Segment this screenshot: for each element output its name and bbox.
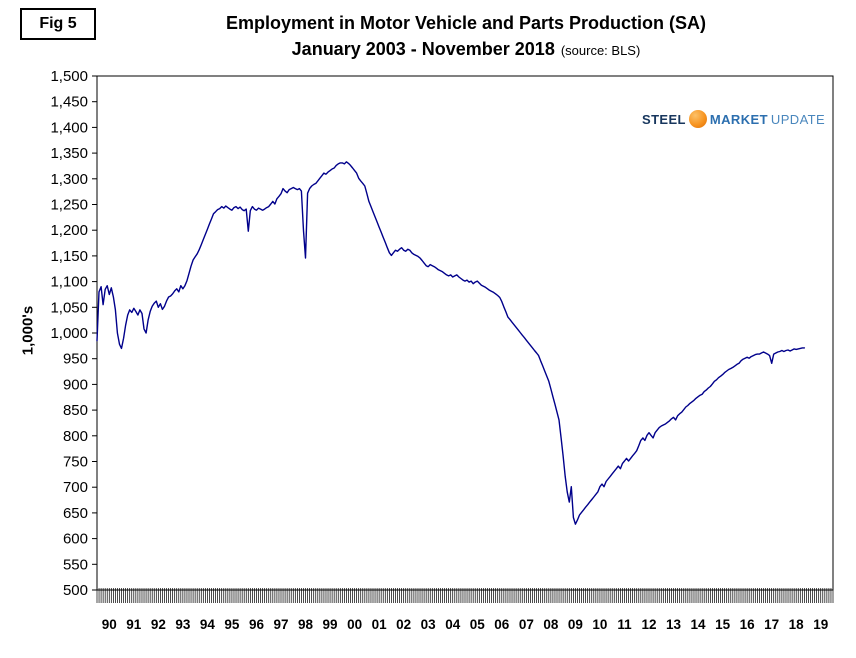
y-axis-tick-label: 1,100 [50,274,88,291]
y-axis-tick-label: 1,150 [50,248,88,265]
y-axis-tick-label: 600 [63,531,88,548]
x-axis-tick-label: 07 [519,617,534,632]
y-axis-tick-label: 750 [63,454,88,471]
y-axis-tick-label: 850 [63,402,88,419]
y-axis-tick-label: 900 [63,376,88,393]
x-axis-tick-label: 94 [200,617,216,632]
x-axis-tick-label: 09 [568,617,583,632]
x-axis-tick-label: 97 [273,617,288,632]
logo-steel-text: STEEL [642,111,686,127]
logo-update-text: UPDATE [770,111,826,127]
y-axis-tick-label: 500 [63,582,88,599]
x-axis-tick-label: 19 [813,617,828,632]
x-axis-tick-label: 18 [789,617,805,632]
x-axis-tick-label: 15 [715,617,731,632]
y-axis-tick-label: 1,400 [50,119,88,136]
y-axis-tick-label: 1,200 [50,222,88,239]
logo-market-text: MARKET [709,111,768,127]
x-axis-tick-label: 90 [102,617,117,632]
y-axis-tick-label: 1,000 [50,325,88,342]
y-axis-tick-label: 1,500 [50,68,88,85]
x-axis-tick-label: 03 [421,617,437,632]
figure-label-box: Fig 5 [20,8,96,40]
chart-title-block: Employment in Motor Vehicle and Parts Pr… [95,10,837,62]
y-axis-tick-label: 800 [63,428,88,445]
y-axis-tick-label: 1,300 [50,171,88,188]
x-axis-tick-label: 05 [470,617,486,632]
x-axis-tick-label: 13 [666,617,682,632]
chart-title: Employment in Motor Vehicle and Parts Pr… [225,13,707,33]
chart-source: (source: BLS) [560,43,641,59]
x-axis-tick-label: 16 [740,617,756,632]
x-axis-tick-label: 95 [224,617,240,632]
y-axis-tick-label: 950 [63,351,88,368]
y-axis-tick-label: 650 [63,505,88,522]
x-axis-tick-label: 96 [249,617,265,632]
logo-globe-icon [688,110,707,128]
employment-line [96,161,806,525]
x-axis-tick-label: 00 [347,617,362,632]
x-axis-tick-label: 93 [175,617,191,632]
x-axis-tick-label: 01 [372,617,388,632]
x-axis-tick-label: 14 [691,617,707,632]
y-axis-tick-label: 1,450 [50,94,88,111]
y-axis-tick-label: 1,250 [50,197,88,214]
y-axis-tick-label: 1,350 [50,145,88,162]
y-axis-title: 1,000's [19,305,37,356]
y-axis-tick-label: 550 [63,556,88,573]
x-axis-tick-label: 10 [592,617,607,632]
y-axis-tick-label: 700 [63,479,88,496]
smu-logo: STEEL MARKET UPDATE [642,110,825,128]
x-axis-tick-label: 04 [445,617,461,632]
plot-border [96,75,834,591]
x-axis-tick-label: 06 [494,617,510,632]
x-axis-tick-label: 17 [764,617,779,632]
x-axis-tick-label: 02 [396,617,411,632]
chart-subtitle-row: January 2003 - November 2018 (source: BLS… [95,36,837,62]
x-axis-tick-label: 11 [617,617,632,632]
x-axis-tick-label: 08 [543,617,559,632]
figure-label: Fig 5 [39,15,77,32]
x-axis-minor-ticks [96,588,834,603]
x-axis-tick-label: 98 [298,617,314,632]
x-axis-tick-label: 12 [641,617,656,632]
x-axis-tick-label: 91 [126,617,142,632]
chart-subtitle: January 2003 - November 2018 [291,39,555,60]
x-axis-tick-label: 99 [323,617,338,632]
x-axis-tick-label: 92 [151,617,166,632]
y-axis-tick-label: 1,050 [50,299,88,316]
